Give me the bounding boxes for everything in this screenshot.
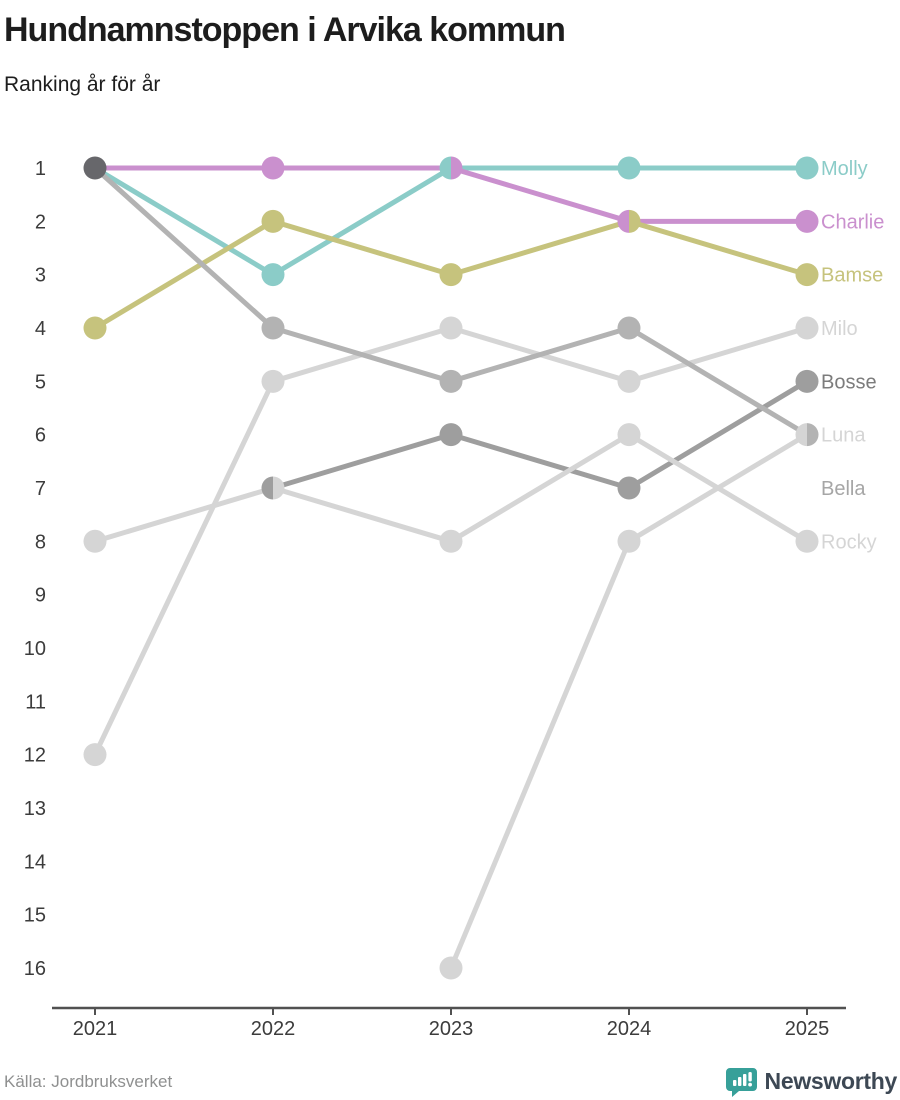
x-tick-label: 2025: [785, 1018, 830, 1040]
source-note: Källa: Jordbruksverket: [4, 1072, 173, 1091]
chart-subtitle: Ranking år för år: [4, 73, 161, 97]
data-point: [261, 263, 285, 287]
bump-chart: 1 2 3 4 5 6 7 8 9 10 11 12 13 14 15 16 2021 2022 2023 2024 2…: [0, 130, 900, 1045]
series-label-luna: Luna: [821, 425, 866, 447]
data-point: [617, 316, 641, 340]
data-point: [439, 956, 463, 980]
brand-name: Newsworthy: [764, 1068, 898, 1094]
series-label-bosse: Bosse: [821, 371, 877, 393]
y-tick-label: 12: [24, 745, 46, 767]
x-tick-label: 2024: [607, 1018, 652, 1040]
data-point-half-right: [273, 476, 285, 500]
data-point: [439, 529, 463, 553]
y-tick-label: 16: [24, 958, 46, 980]
page-title: Hundnamnstoppen i Arvika kommun: [4, 11, 566, 49]
y-tick-label: 14: [24, 851, 46, 873]
data-point: [617, 529, 641, 553]
data-point-half-right: [629, 209, 641, 233]
series-line-luna: [448, 432, 809, 969]
data-point-multi-tie: [83, 156, 107, 180]
data-point: [439, 316, 463, 340]
y-tick-label: 7: [35, 478, 46, 500]
y-tick-label: 2: [35, 211, 46, 233]
data-point: [439, 369, 463, 393]
x-tick-label: 2022: [251, 1018, 296, 1040]
data-point: [83, 316, 107, 340]
series-line-bella: [93, 166, 809, 437]
data-point-half-left: [617, 209, 629, 233]
series-label-charlie: Charlie: [821, 211, 884, 233]
y-tick-label: 8: [35, 531, 46, 553]
series-label-rocky: Rocky: [821, 531, 877, 553]
series-label-bamse: Bamse: [821, 265, 883, 287]
data-point-half-left: [795, 423, 807, 447]
data-point-half-right: [807, 423, 819, 447]
y-tick-label: 15: [24, 905, 46, 927]
data-point: [617, 423, 641, 447]
data-point: [795, 156, 819, 180]
data-point: [617, 369, 641, 393]
data-point-half-left: [261, 476, 273, 500]
y-tick-label: 3: [35, 265, 46, 287]
data-point: [795, 316, 819, 340]
series-line-bosse: [272, 379, 809, 491]
data-point: [261, 156, 285, 180]
data-point: [83, 529, 107, 553]
y-tick-label: 13: [24, 798, 46, 820]
data-point: [617, 156, 641, 180]
y-tick-label: 9: [35, 585, 46, 607]
y-tick-label: 4: [35, 318, 46, 340]
data-point-half-left: [439, 156, 451, 180]
y-tick-label: 6: [35, 425, 46, 447]
data-point: [439, 263, 463, 287]
newsworthy-bubble-icon: [725, 1068, 757, 1097]
x-tick-label: 2021: [73, 1018, 118, 1040]
chart-footer: Källa: Jordbruksverket Newsworthy: [0, 1062, 900, 1100]
data-point: [261, 316, 285, 340]
data-point: [795, 263, 819, 287]
data-point: [795, 209, 819, 233]
x-tick-label: 2023: [429, 1018, 474, 1040]
y-tick-label: 11: [25, 691, 46, 713]
data-point: [795, 369, 819, 393]
newsworthy-logo: Newsworthy: [725, 1066, 898, 1097]
series-label-bella: Bella: [821, 478, 866, 500]
y-tick-label: 1: [35, 158, 46, 180]
data-point-half-right: [451, 156, 463, 180]
series-label-milo: Milo: [821, 318, 858, 340]
data-point: [261, 369, 285, 393]
chart-header: Hundnamnstoppen i Arvika kommun Ranking …: [0, 0, 900, 97]
series-label-molly: Molly: [821, 158, 868, 180]
data-point: [617, 476, 641, 500]
data-point: [795, 529, 819, 553]
data-point: [439, 423, 463, 447]
y-tick-label: 10: [24, 638, 46, 660]
y-tick-label: 5: [35, 371, 46, 393]
data-point: [83, 743, 107, 767]
data-point: [261, 209, 285, 233]
